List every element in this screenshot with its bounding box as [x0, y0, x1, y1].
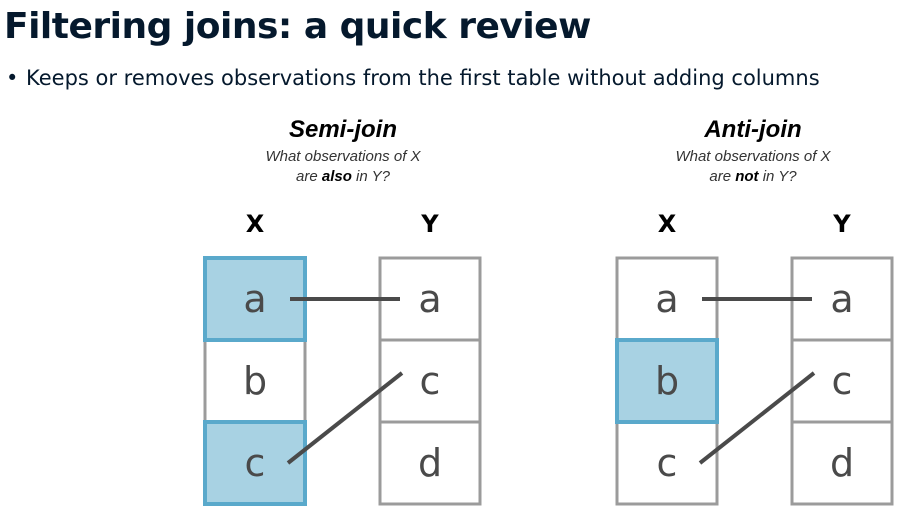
anti-join-link-line-2 [698, 371, 816, 465]
anti-join-subtitle: What observations of X are not in Y? [603, 147, 903, 187]
anti-join-x-label: X [657, 210, 677, 238]
semi-join-x-label: X [245, 210, 265, 238]
bullet-dot-icon: • [6, 66, 19, 90]
semi-join-y-cell-a-label: a [418, 277, 441, 321]
semi-join-x-cell-a-label: a [243, 277, 266, 321]
anti-join-subtitle-emphasis: not [735, 168, 759, 185]
anti-join-y-cell-c-label: c [832, 359, 853, 403]
semi-join-y-cell-c [378, 338, 482, 424]
anti-join-y-cell-d [790, 420, 894, 506]
semi-join-subtitle: What observations of X are also in Y? [193, 147, 493, 187]
semi-join-x-cell-b-label: b [243, 359, 267, 403]
anti-join-x-cell-a-label: a [655, 277, 678, 321]
semi-join-x-cell-c-label: c [245, 441, 266, 485]
anti-join-subtitle-post: in Y? [758, 168, 797, 185]
semi-join-x-cell-b [203, 338, 307, 424]
anti-join-y-label: Y [833, 210, 851, 238]
anti-join-y-cell-a-label: a [830, 277, 853, 321]
semi-join-y-cell-c-label: c [420, 359, 441, 403]
semi-join-link-line-2 [286, 371, 404, 465]
semi-join-y-label: Y [421, 210, 439, 238]
semi-join-y-cell-d-label: d [418, 441, 442, 485]
bullet-text: Keeps or removes observations from the f… [26, 66, 820, 90]
anti-join-x-cell-c-label: c [657, 441, 678, 485]
semi-join-subtitle-pre: are [296, 168, 322, 185]
page-title: Filtering joins: a quick review [4, 6, 591, 47]
bullet-item: • Keeps or removes observations from the … [6, 66, 820, 90]
semi-join-subtitle-post: in Y? [351, 168, 390, 185]
anti-join-x-cell-b-label: b [655, 359, 679, 403]
semi-join-y-cell-d [378, 420, 482, 506]
semi-join-subtitle-emphasis: also [321, 168, 352, 185]
semi-join-title: Semi-join [288, 116, 397, 143]
anti-join-subtitle-line1: What observations of X [675, 148, 831, 165]
anti-join-y-cell-d-label: d [830, 441, 854, 485]
anti-join-x-cell-b-highlight [615, 338, 719, 424]
semi-join-subtitle-line1: What observations of X [265, 148, 421, 165]
anti-join-subtitle-pre: are [709, 168, 736, 185]
anti-join-title: Anti-join [704, 116, 802, 143]
